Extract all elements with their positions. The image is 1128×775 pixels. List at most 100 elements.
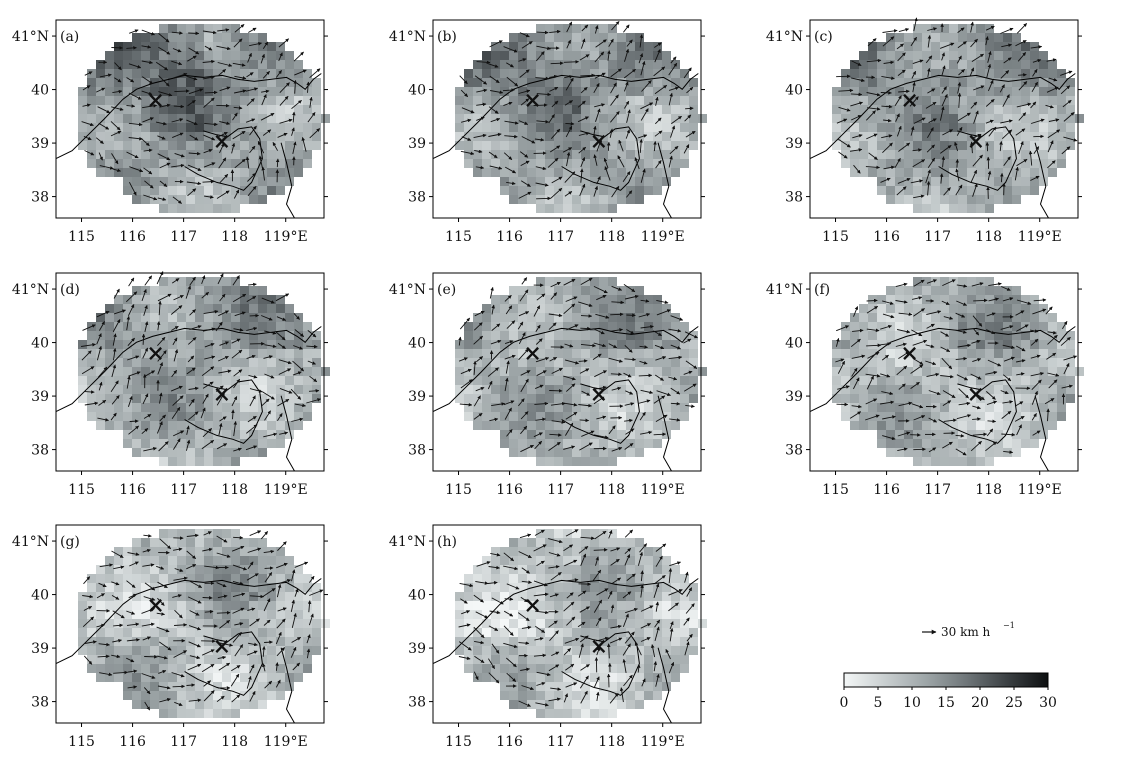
speed-cell <box>1039 367 1048 376</box>
speed-cell <box>859 78 868 87</box>
speed-cell <box>536 132 545 141</box>
wind-arrow <box>140 137 150 147</box>
speed-cell <box>967 42 976 51</box>
wind-arrow <box>82 324 96 331</box>
speed-cell <box>563 646 572 655</box>
wind-arrow <box>186 119 198 126</box>
speed-cell <box>114 141 123 150</box>
speed-cell <box>967 277 976 286</box>
speed-cell <box>572 150 581 159</box>
speed-cell <box>635 385 644 394</box>
speed-cell <box>114 385 123 394</box>
wind-arrow <box>157 135 166 140</box>
speed-cell <box>267 655 276 664</box>
speed-cell <box>590 565 599 574</box>
station-marker: × <box>900 340 918 366</box>
speed-cell <box>204 159 213 168</box>
wind-arrow <box>897 52 906 62</box>
wind-arrow <box>939 106 945 121</box>
speed-cell <box>877 331 886 340</box>
wind-arrow <box>565 411 578 420</box>
speed-cell <box>294 574 303 583</box>
wind-arrow <box>608 357 623 363</box>
speed-cell <box>123 123 132 132</box>
wind-arrow <box>84 401 99 406</box>
wind-arrow <box>1047 140 1054 153</box>
speed-cell <box>689 385 698 394</box>
speed-cell <box>904 439 913 448</box>
speed-cell <box>78 601 87 610</box>
speed-cell <box>168 448 177 457</box>
speed-cell <box>132 123 141 132</box>
wind-arrow <box>203 149 213 154</box>
speed-cell <box>150 340 159 349</box>
wind-arrow <box>473 335 484 345</box>
wind-arrow <box>852 134 863 139</box>
speed-cell <box>509 403 518 412</box>
wind-arrow <box>865 165 880 170</box>
speed-cell <box>231 33 240 42</box>
speed-cell <box>509 637 518 646</box>
speed-cell <box>150 556 159 565</box>
speed-cell <box>608 186 617 195</box>
wind-arrow <box>880 177 891 183</box>
speed-cell <box>168 619 177 628</box>
speed-cell <box>671 610 680 619</box>
speed-cell <box>635 42 644 51</box>
speed-cell <box>985 403 994 412</box>
speed-cell <box>572 141 581 150</box>
speed-cell <box>1075 114 1084 123</box>
speed-cell <box>500 601 509 610</box>
speed-cell <box>590 610 599 619</box>
speed-cell <box>222 42 231 51</box>
speed-cell <box>114 412 123 421</box>
wind-arrow <box>1014 166 1019 181</box>
speed-cell <box>249 141 258 150</box>
speed-cell <box>994 114 1003 123</box>
speed-cell <box>841 114 850 123</box>
speed-cell <box>249 60 258 69</box>
speed-cell <box>276 673 285 682</box>
speed-cell <box>554 394 563 403</box>
speed-cell <box>204 123 213 132</box>
speed-cell <box>976 87 985 96</box>
speed-cell <box>913 96 922 105</box>
speed-cell <box>518 628 527 637</box>
speed-cell <box>240 42 249 51</box>
speed-cell <box>96 105 105 114</box>
speed-cell <box>922 33 931 42</box>
speed-cell <box>832 87 841 96</box>
speed-cell <box>608 204 617 213</box>
speed-cell <box>662 313 671 322</box>
speed-cell <box>195 123 204 132</box>
wind-arrow <box>866 58 882 63</box>
speed-cell <box>1003 51 1012 60</box>
speed-cell <box>662 87 671 96</box>
speed-cell <box>204 349 213 358</box>
speed-cell <box>231 439 240 448</box>
speed-cell <box>168 33 177 42</box>
speed-cell <box>267 412 276 421</box>
speed-cell <box>455 105 464 114</box>
speed-cell <box>186 430 195 439</box>
speed-cell <box>294 349 303 358</box>
speed-cell <box>572 204 581 213</box>
speed-cell <box>473 583 482 592</box>
speed-cell <box>303 349 312 358</box>
speed-cell <box>689 132 698 141</box>
speed-cell <box>195 682 204 691</box>
speed-cell <box>626 664 635 673</box>
speed-cell <box>258 367 267 376</box>
speed-cell <box>258 105 267 114</box>
speed-cell <box>114 376 123 385</box>
wind-arrow <box>126 46 137 50</box>
wind-arrow <box>278 368 292 375</box>
lat-tick-label: 41°N <box>766 282 803 298</box>
speed-cell <box>177 457 186 466</box>
speed-cell <box>213 664 222 673</box>
speed-cell <box>222 583 231 592</box>
speed-cell <box>464 87 473 96</box>
speed-cell <box>509 394 518 403</box>
speed-cell <box>671 168 680 177</box>
wind-arrow <box>248 374 258 379</box>
